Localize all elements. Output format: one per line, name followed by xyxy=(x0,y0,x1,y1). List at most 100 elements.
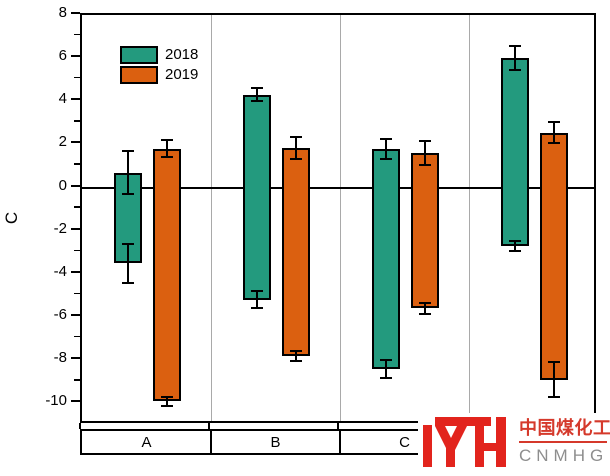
y-tick-label: 8 xyxy=(58,4,67,21)
error-bar-cap xyxy=(122,281,134,284)
y-major-tick xyxy=(71,12,80,14)
error-bar-cap xyxy=(251,290,263,293)
y-minor-tick xyxy=(74,206,80,208)
bar-2018-C xyxy=(372,148,400,369)
plot-area: 2018 2019 xyxy=(80,13,596,423)
watermark: 中国煤化工 CNMHG xyxy=(418,413,610,476)
watermark-underline xyxy=(519,441,607,443)
error-bar-stem xyxy=(424,141,426,165)
legend: 2018 2019 xyxy=(120,46,199,87)
error-bar-cap xyxy=(161,404,173,407)
error-bar-cap xyxy=(251,100,263,103)
y-major-tick xyxy=(71,55,80,58)
group-separator-gridline xyxy=(339,15,341,421)
error-bar-cap xyxy=(161,156,173,159)
error-bar-cap xyxy=(380,157,392,160)
y-major-tick xyxy=(71,270,80,273)
error-bar-cap xyxy=(509,69,521,72)
error-bar-stem xyxy=(127,150,129,195)
y-tick-label: 6 xyxy=(58,47,67,65)
y-minor-tick xyxy=(74,249,80,252)
error-bar-stem xyxy=(424,303,426,314)
error-bar-cap xyxy=(548,120,560,123)
x-axis-tick xyxy=(208,423,210,429)
error-bar-cap xyxy=(380,359,392,362)
y-axis-title: C xyxy=(2,211,22,225)
y-minor-tick xyxy=(74,163,80,165)
y-tick-label: -6 xyxy=(53,306,67,324)
error-bar-stem xyxy=(514,46,516,71)
bar-2019-A xyxy=(153,148,181,402)
error-bar-cap xyxy=(419,140,431,143)
error-bar-cap xyxy=(122,242,134,245)
bar-2018-group4 xyxy=(501,58,529,246)
error-bar-stem xyxy=(514,240,516,252)
error-bar-cap xyxy=(161,139,173,142)
error-bar-cap xyxy=(509,239,521,242)
watermark-chinese-text: 中国煤化工 xyxy=(519,418,610,438)
error-bar-cap xyxy=(548,395,560,398)
bar-2019-group4 xyxy=(540,132,568,380)
error-bar-stem xyxy=(295,136,297,159)
error-bar-cap xyxy=(122,193,134,196)
error-bar-cap xyxy=(509,45,521,48)
category-label: A xyxy=(141,434,152,451)
error-bar-stem xyxy=(553,362,555,397)
y-tick-label: -8 xyxy=(53,349,67,367)
error-bar-cap xyxy=(251,307,263,310)
error-bar-cap xyxy=(509,250,521,253)
error-bar-stem xyxy=(166,140,168,158)
y-tick-label: -4 xyxy=(53,262,67,280)
error-bar-cap xyxy=(290,349,302,352)
group-separator-gridline xyxy=(210,15,212,421)
watermark-text-block: 中国煤化工 CNMHG xyxy=(519,417,610,466)
error-bar-stem xyxy=(385,360,387,378)
category-separator xyxy=(210,431,212,453)
y-minor-tick xyxy=(74,335,80,338)
y-major-tick xyxy=(71,227,80,230)
bar-2019-C xyxy=(411,153,439,309)
y-tick-label: -10 xyxy=(45,392,67,410)
zero-line xyxy=(82,186,594,189)
error-bar-cap xyxy=(419,312,431,315)
x-axis-tick xyxy=(337,423,339,429)
y-major-tick xyxy=(71,400,80,403)
error-bar-cap xyxy=(419,163,431,166)
error-bar-stem xyxy=(256,88,258,102)
group-separator-gridline xyxy=(468,15,470,421)
y-tick-label: 2 xyxy=(58,133,67,151)
error-bar-stem xyxy=(166,396,168,406)
y-major-tick xyxy=(71,141,80,144)
error-bar-cap xyxy=(290,157,302,160)
y-minor-tick xyxy=(74,379,80,381)
x-axis-tick xyxy=(79,423,81,429)
error-bar-cap xyxy=(548,361,560,364)
bar-2019-B xyxy=(282,147,310,356)
cnmhg-logo-icon xyxy=(423,417,506,467)
y-major-tick xyxy=(71,98,80,101)
y-minor-tick xyxy=(74,120,80,122)
error-bar-cap xyxy=(251,87,263,90)
y-minor-tick xyxy=(74,292,80,295)
error-bar-cap xyxy=(290,135,302,138)
legend-label: 2019 xyxy=(165,66,199,83)
y-tick-label: -2 xyxy=(53,219,67,237)
y-minor-tick xyxy=(74,76,80,79)
category-label: B xyxy=(270,434,281,451)
category-separator xyxy=(339,431,341,453)
bar-2018-B xyxy=(243,94,271,300)
y-major-tick xyxy=(71,314,80,317)
legend-swatch xyxy=(120,46,158,64)
error-bar-stem xyxy=(553,121,555,144)
y-major-tick xyxy=(71,184,80,187)
error-bar-cap xyxy=(290,360,302,363)
error-bar-cap xyxy=(380,138,392,141)
error-bar-cap xyxy=(548,142,560,145)
error-bar-stem xyxy=(127,243,129,283)
y-minor-tick xyxy=(74,33,80,36)
legend-label: 2018 xyxy=(165,46,199,63)
category-label: C xyxy=(399,434,410,451)
error-bar-cap xyxy=(122,149,134,152)
y-tick-label: 4 xyxy=(58,90,67,108)
